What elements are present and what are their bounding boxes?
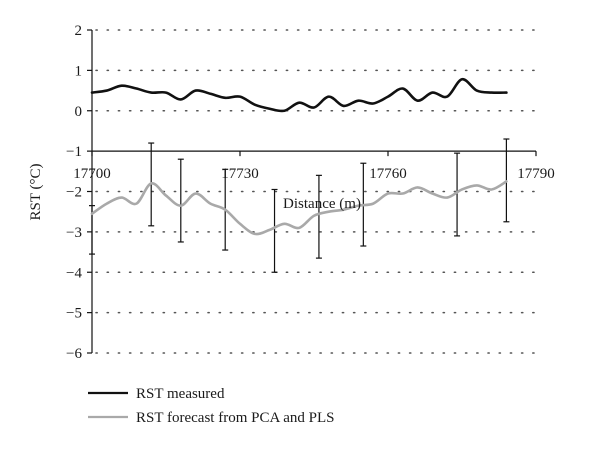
y-tick-label: 0	[75, 104, 83, 120]
x-axis-title: Distance (m)	[283, 196, 361, 212]
legend: RST measured RST forecast from PCA and P…	[88, 386, 334, 426]
series-lines	[90, 77, 508, 236]
y-tick-label: −3	[66, 225, 82, 241]
legend-label-measured: RST measured	[136, 386, 225, 402]
x-tick-label: 17760	[369, 166, 407, 182]
y-axis-title: RST (°C)	[28, 164, 44, 221]
y-tick-label: 2	[75, 23, 83, 39]
y-tick-label: 1	[75, 63, 83, 79]
x-tick-label: 17700	[73, 166, 111, 182]
legend-label-forecast: RST forecast from PCA and PLS	[136, 410, 334, 426]
x-tick-labels: 17700 17730 17760 17790	[73, 151, 555, 182]
y-tick-label: −5	[66, 306, 82, 322]
series-line-measured	[90, 77, 508, 113]
y-tick-label: −4	[66, 265, 82, 281]
y-tick-label: −6	[66, 346, 82, 362]
series-line-forecast	[90, 180, 508, 236]
x-tick-label: 17790	[517, 166, 555, 182]
x-tick-label: 17730	[221, 166, 259, 182]
y-tick-labels: 2 1 0 −1 −2 −3 −4 −5 −6	[66, 23, 92, 362]
y-tick-label: −1	[66, 144, 82, 160]
y-tick-label: −2	[66, 185, 82, 201]
